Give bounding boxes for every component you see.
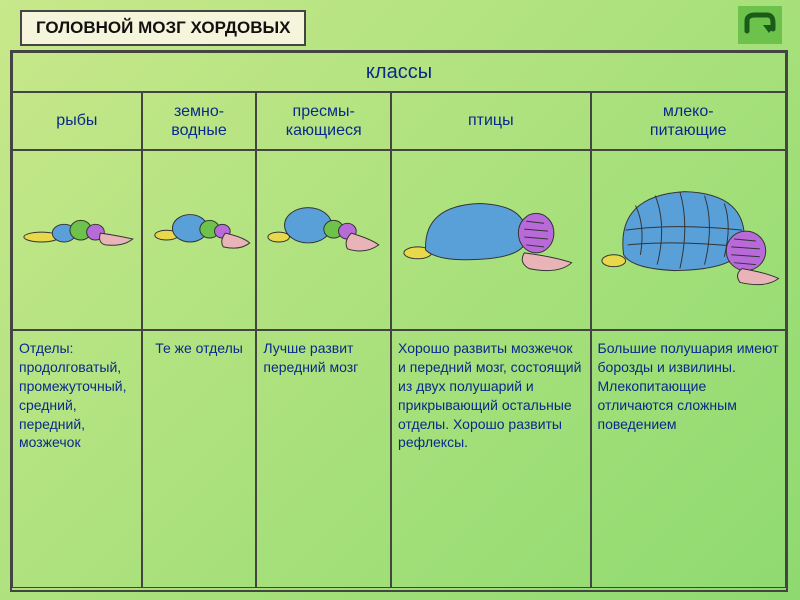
column-header-fish: рыбы bbox=[12, 92, 142, 150]
column-header-reptile: пресмы- кающиеся bbox=[256, 92, 391, 150]
back-button[interactable] bbox=[738, 6, 782, 44]
brain-image-reptile bbox=[256, 150, 391, 330]
description-bird: Хорошо развиты мозжечок и передний мозг,… bbox=[391, 330, 590, 588]
table-header: классы bbox=[12, 52, 786, 92]
brain-image-bird bbox=[391, 150, 590, 330]
brain-image-amphibian bbox=[142, 150, 257, 330]
return-arrow-icon bbox=[743, 11, 777, 39]
brain-image-mammal bbox=[591, 150, 786, 330]
description-fish: Отделы: продолговатый, промежуточный, ср… bbox=[12, 330, 142, 588]
column-header-amphibian: земно- водные bbox=[142, 92, 257, 150]
comparison-table: классы рыбыземно- водныепресмы- кающиеся… bbox=[10, 50, 788, 592]
description-mammal: Большие полушария имеют борозды и извили… bbox=[591, 330, 786, 588]
brain-image-fish bbox=[12, 150, 142, 330]
column-header-bird: птицы bbox=[391, 92, 590, 150]
column-header-mammal: млеко- питающие bbox=[591, 92, 786, 150]
description-amphibian: Те же отделы bbox=[142, 330, 257, 588]
page-title: ГОЛОВНОЙ МОЗГ ХОРДОВЫХ bbox=[20, 10, 306, 46]
description-reptile: Лучше развит передний мозг bbox=[256, 330, 391, 588]
